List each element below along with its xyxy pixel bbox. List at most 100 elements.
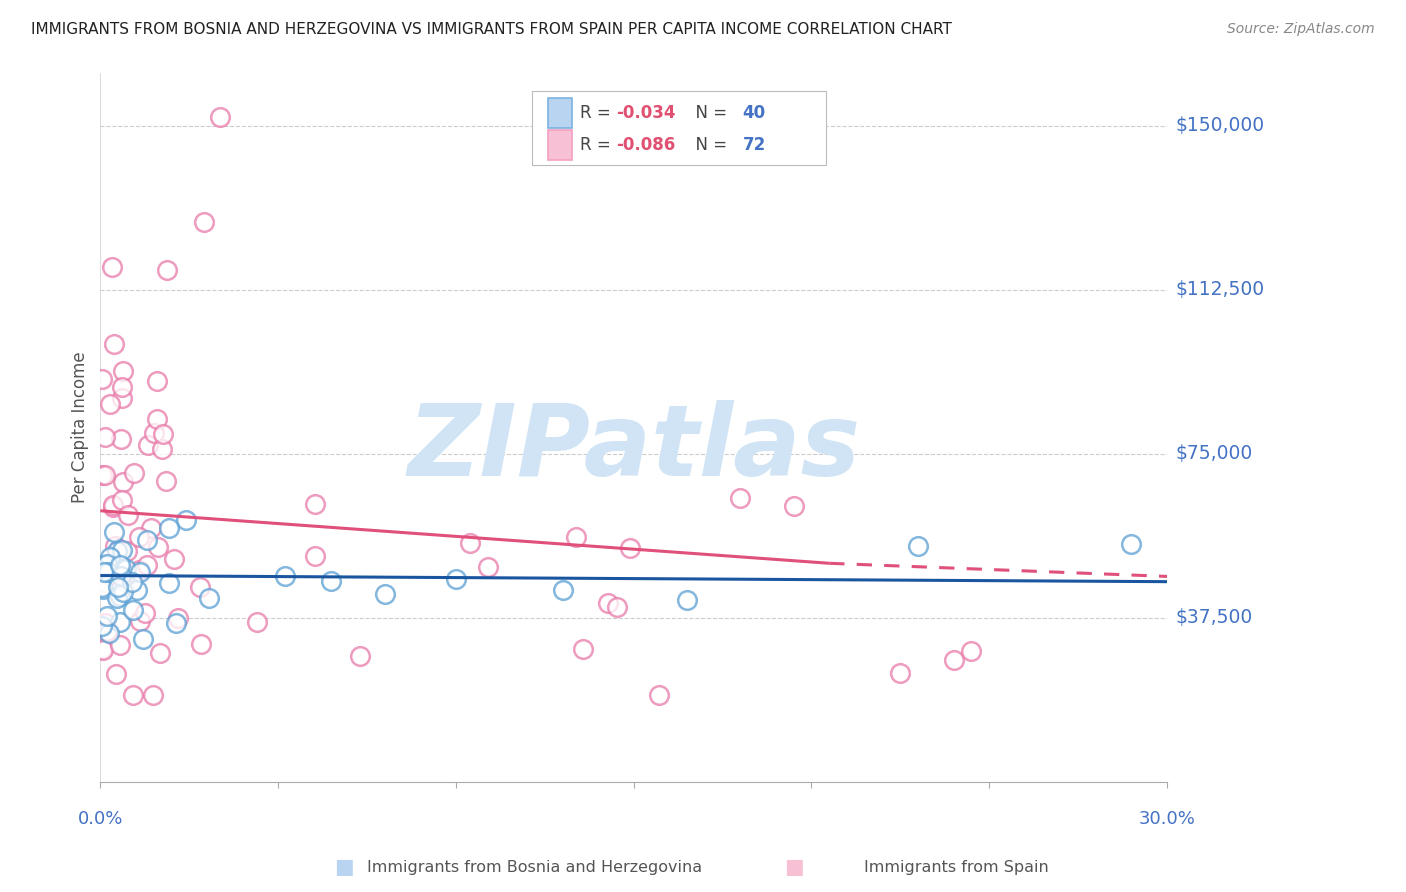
Point [782, 500, 804, 514]
Point [150, 442, 173, 457]
Point [107, 580, 129, 594]
Point [111, 543, 134, 558]
Point [117, 508, 139, 523]
Point [94, 559, 117, 574]
Point [134, 606, 156, 620]
Point [152, 427, 174, 442]
Text: N =: N = [685, 136, 733, 153]
Text: 40: 40 [742, 104, 766, 122]
Text: $75,000: $75,000 [1175, 444, 1253, 463]
Point [103, 500, 125, 515]
Point [132, 632, 155, 646]
Y-axis label: Per Capita Income: Per Capita Income [72, 351, 89, 503]
Point [91, 619, 114, 633]
Point [146, 374, 169, 388]
Point [108, 541, 131, 556]
Point [128, 565, 150, 579]
Text: N =: N = [685, 104, 733, 122]
Point [104, 539, 127, 553]
Bar [548, 98, 572, 128]
Point [174, 512, 197, 526]
Point [111, 492, 134, 507]
Point [188, 580, 211, 594]
Text: Immigrants from Spain: Immigrants from Spain [863, 860, 1049, 874]
Point [91, 467, 114, 482]
FancyBboxPatch shape [533, 91, 825, 165]
Point [97, 565, 120, 579]
Point [108, 615, 131, 629]
Point [142, 688, 165, 702]
Point [142, 425, 165, 440]
Point [128, 530, 150, 544]
Text: $37,500: $37,500 [1175, 608, 1253, 627]
Point [960, 644, 983, 658]
Point [198, 591, 221, 606]
Point [551, 582, 574, 597]
Point [94, 615, 117, 630]
Point [108, 638, 131, 652]
Point [98, 625, 121, 640]
Point [274, 569, 297, 583]
Point [138, 438, 160, 452]
Text: ZIPatlas: ZIPatlas [408, 401, 860, 498]
Text: Source: ZipAtlas.com: Source: ZipAtlas.com [1227, 22, 1375, 37]
Point [101, 260, 124, 274]
Point [91, 582, 114, 597]
Point [208, 110, 231, 124]
Point [571, 641, 593, 656]
Point [889, 665, 911, 680]
Point [108, 582, 131, 596]
Text: R =: R = [581, 104, 616, 122]
Point [96, 557, 118, 571]
Point [103, 337, 125, 351]
Point [91, 580, 114, 594]
Point [598, 596, 620, 610]
Point [565, 530, 588, 544]
Point [163, 552, 186, 566]
Text: -0.086: -0.086 [617, 136, 676, 153]
Point [304, 497, 326, 511]
Point [111, 585, 134, 599]
Point [93, 566, 115, 580]
Point [91, 558, 114, 572]
Point [157, 576, 180, 591]
Point [374, 587, 396, 601]
Text: 72: 72 [742, 136, 766, 153]
Point [157, 521, 180, 535]
Point [112, 475, 135, 489]
Point [304, 549, 326, 563]
Point [942, 652, 965, 666]
Point [128, 563, 150, 577]
Point [135, 533, 157, 548]
Text: $112,500: $112,500 [1175, 280, 1264, 299]
Point [94, 430, 117, 444]
Point [125, 582, 148, 597]
Point [141, 521, 163, 535]
Text: -0.034: -0.034 [617, 104, 676, 122]
Point [129, 614, 152, 628]
Point [146, 541, 169, 555]
Point [98, 549, 121, 564]
Text: R =: R = [581, 136, 616, 153]
Point [444, 572, 467, 586]
Point [907, 539, 929, 553]
Point [96, 609, 118, 624]
Text: $150,000: $150,000 [1175, 116, 1264, 135]
Point [647, 688, 669, 702]
Point [730, 491, 752, 505]
Point [458, 536, 481, 550]
Bar [548, 130, 572, 160]
Point [108, 589, 131, 603]
Point [167, 611, 190, 625]
Point [190, 637, 212, 651]
Point [111, 391, 134, 405]
Point [111, 379, 134, 393]
Point [619, 541, 641, 555]
Point [98, 568, 121, 582]
Point [98, 397, 121, 411]
Point [246, 615, 269, 629]
Point [477, 559, 499, 574]
Point [96, 624, 118, 638]
Point [112, 364, 135, 378]
Point [676, 593, 699, 607]
